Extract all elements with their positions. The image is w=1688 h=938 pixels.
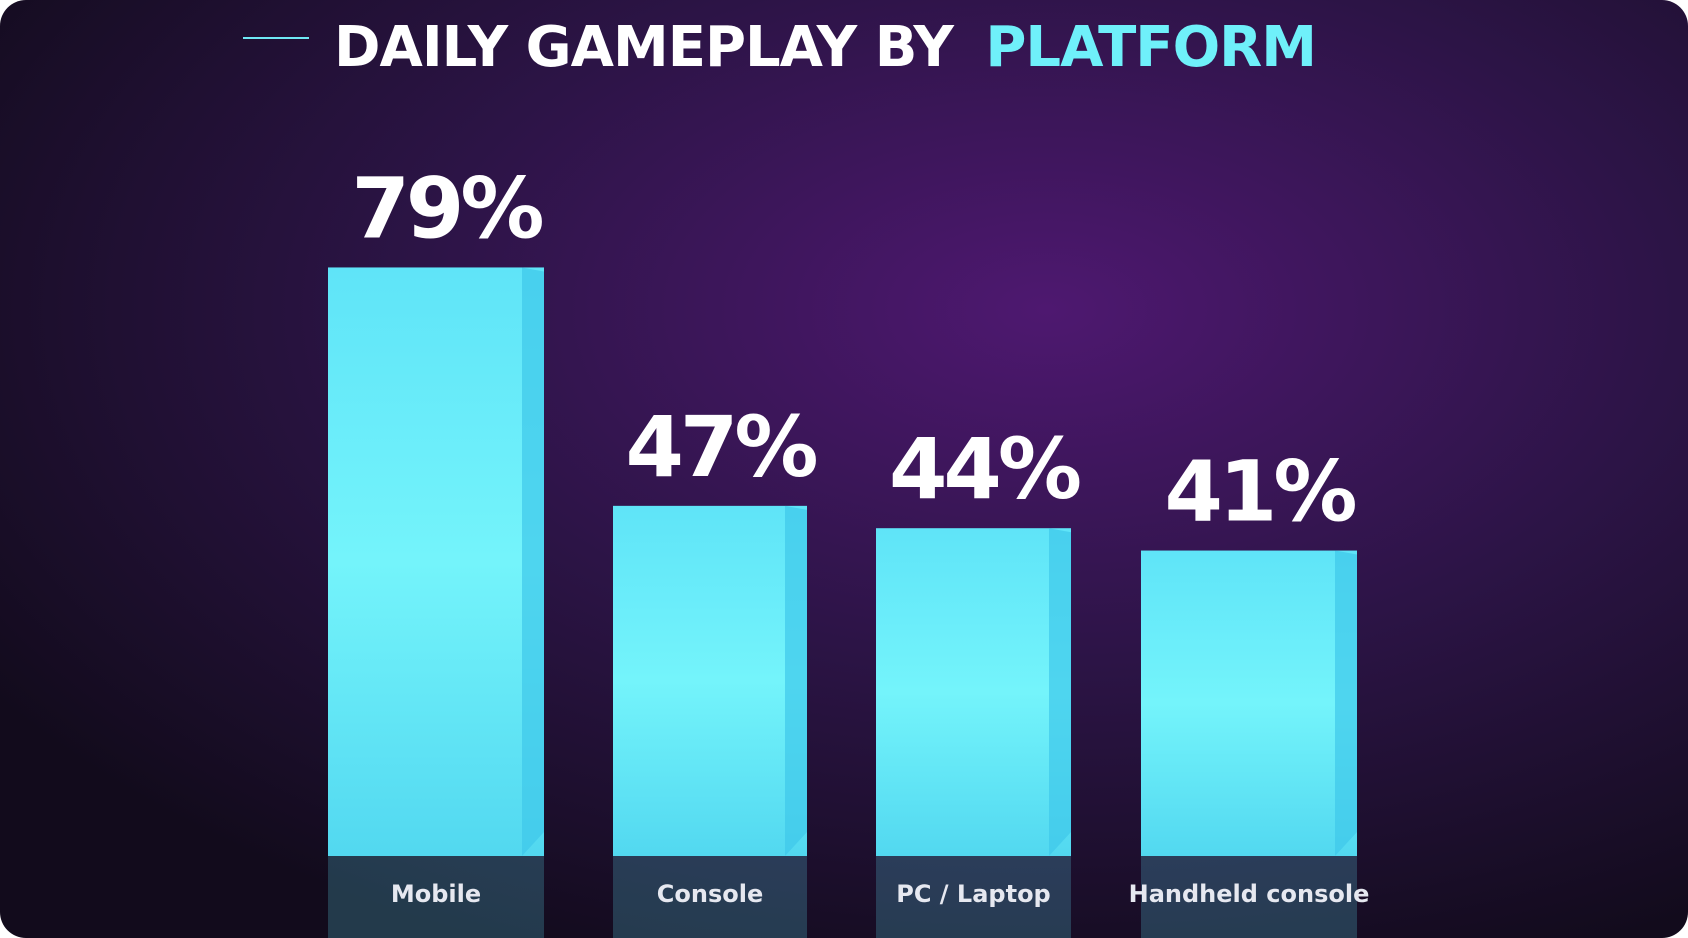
bar	[1141, 550, 1357, 856]
x-tick-label: Handheld console	[1129, 880, 1370, 908]
value-label: 41%	[1164, 443, 1355, 541]
title-highlight: PLATFORM	[985, 15, 1316, 80]
bar-side	[1049, 528, 1071, 856]
title-main: DAILY GAMEPLAY BY	[334, 15, 955, 80]
bar-side	[522, 267, 544, 856]
bar-reflection	[876, 856, 1071, 938]
chart-title: DAILY GAMEPLAY BY PLATFORM	[334, 15, 1316, 80]
value-label: 47%	[625, 398, 816, 496]
bar-side	[785, 505, 807, 856]
x-tick-label: Mobile	[391, 880, 481, 908]
x-tick-label: Console	[657, 880, 763, 908]
value-label: 44%	[889, 420, 1080, 518]
bar-reflection	[1141, 856, 1357, 938]
bar-reflection	[613, 856, 807, 938]
bar	[613, 505, 807, 856]
x-tick-label: PC / Laptop	[896, 880, 1051, 908]
bar	[328, 267, 544, 856]
bar-reflection	[328, 856, 544, 938]
bar-side	[1335, 550, 1357, 856]
bar	[876, 528, 1071, 856]
value-label: 79%	[351, 159, 542, 257]
